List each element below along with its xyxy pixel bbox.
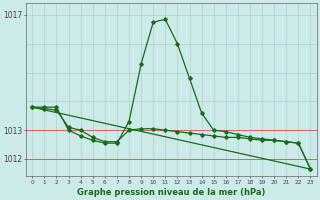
X-axis label: Graphe pression niveau de la mer (hPa): Graphe pression niveau de la mer (hPa) (77, 188, 266, 197)
